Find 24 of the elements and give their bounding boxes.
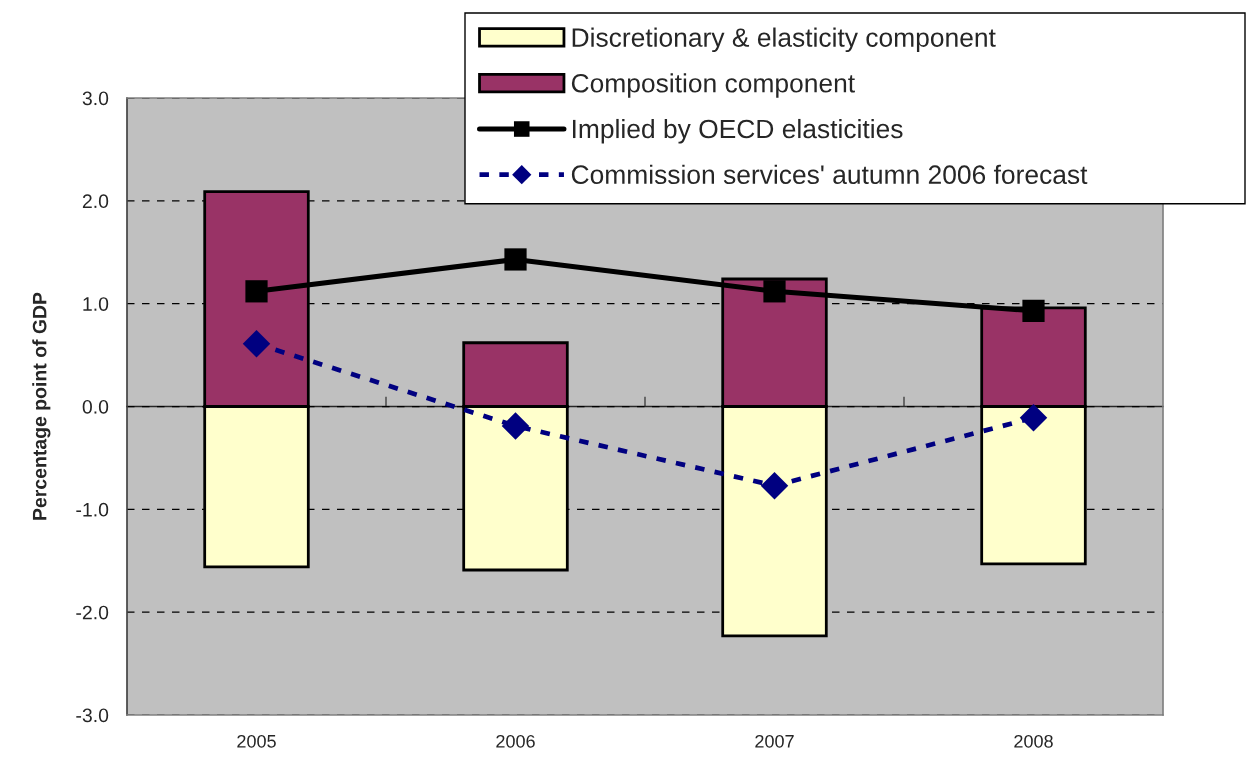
legend-label: Discretionary & elasticity component xyxy=(572,27,996,53)
y-tick-label: 0.0 xyxy=(82,399,109,414)
point xyxy=(760,471,789,500)
point xyxy=(242,330,271,358)
y-tick-label: -3.0 xyxy=(76,708,109,723)
point xyxy=(1019,404,1048,432)
legend-label: Commission services' autumn 2006 forecast xyxy=(571,164,1088,185)
legend-label: Implied by OECD elasticities xyxy=(572,118,903,144)
x-tick-label: 2007 xyxy=(755,734,794,748)
x-tick-label: 2005 xyxy=(237,734,276,748)
y-tick-label: -1.0 xyxy=(76,502,109,517)
point xyxy=(504,248,527,271)
y-axis-title: Percentage point of GDP xyxy=(32,292,51,520)
y-tick-label: 2.0 xyxy=(82,194,109,209)
y-tick-label: -2.0 xyxy=(76,605,109,620)
x-tick-label: 2006 xyxy=(496,734,535,748)
point xyxy=(501,412,530,440)
x-tick-label: 2008 xyxy=(1014,734,1053,748)
y-tick-label: 3.0 xyxy=(82,91,109,106)
point xyxy=(763,280,786,303)
point xyxy=(1022,299,1045,322)
y-tick-label: 1.0 xyxy=(83,297,109,311)
legend-label: Composition component xyxy=(571,73,855,98)
point xyxy=(245,280,268,303)
